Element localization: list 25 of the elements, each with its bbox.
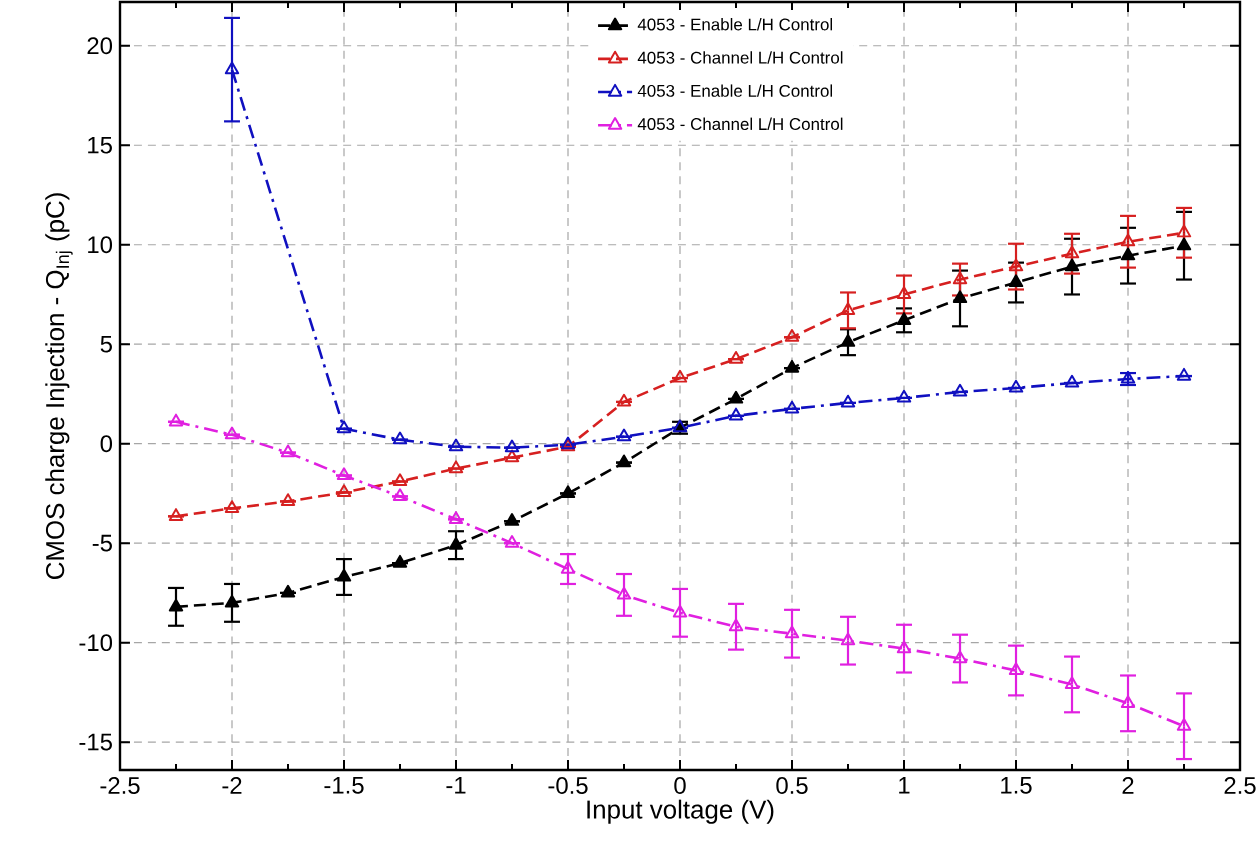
x-tick-label: -0.5 [548, 777, 588, 794]
x-tick-label: 1.5 [1001, 777, 1032, 794]
x-tick-label: 0 [674, 777, 686, 794]
y-tick-label: 20 [87, 37, 113, 55]
x-tick-label: -2 [222, 777, 242, 794]
x-tick-label: -1.5 [324, 777, 364, 794]
x-tick-label: 1 [899, 777, 910, 794]
legend-label: 4053 - Enable L/H Control [637, 18, 833, 31]
y-tick-label: 0 [100, 435, 113, 453]
legend-label: 4053 - Channel L/H Control [637, 51, 843, 64]
y-tick-label: 10 [88, 236, 113, 254]
legend-label: 4053 - Channel L/H Control [637, 117, 843, 131]
y-axis-title: CMOS charge Injection - Q$_{Inj}$ (pC) [45, 193, 73, 580]
x-tick-label: -2.5 [100, 777, 140, 794]
x-tick-label: 0.5 [776, 777, 808, 794]
x-tick-label: 2 [1122, 777, 1134, 794]
y-tick-label: 15 [88, 136, 112, 154]
x-tick-label: 2.5 [1224, 777, 1256, 794]
y-tick-label: -15 [79, 733, 112, 751]
y-tick-label: 5 [100, 335, 112, 353]
y-tick-label: -10 [79, 634, 113, 652]
y-tick-label: -5 [92, 534, 112, 552]
legend-label: 4053 - Enable L/H Control [637, 84, 833, 97]
x-axis-title: Input voltage (V) [587, 799, 774, 824]
x-tick-label: -1 [446, 777, 466, 794]
